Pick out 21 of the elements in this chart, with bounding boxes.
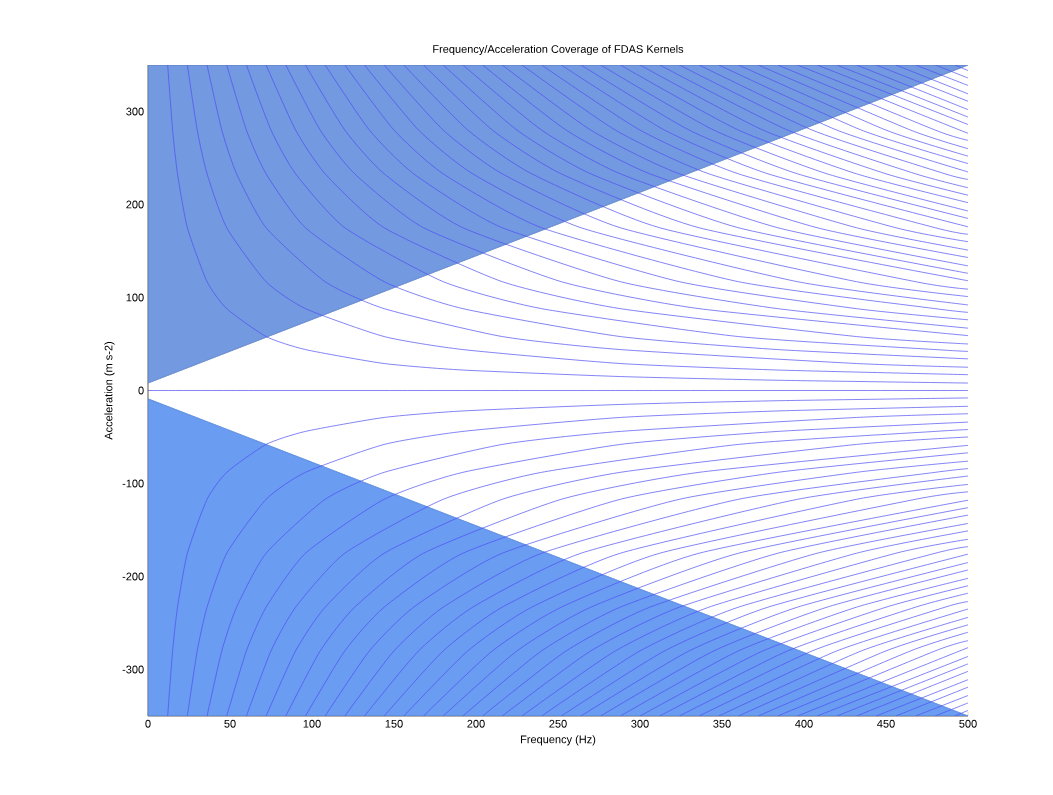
x-tick-label: 0 bbox=[145, 719, 151, 728]
x-tick-label: 250 bbox=[549, 719, 567, 728]
chart-title: Frequency/Acceleration Coverage of FDAS Kernels bbox=[433, 44, 684, 56]
x-tick-label: 50 bbox=[224, 719, 236, 728]
x-tick-label: 200 bbox=[467, 719, 485, 728]
x-axis-title: Frequency (Hz) bbox=[521, 735, 596, 746]
x-tick-label: 400 bbox=[795, 719, 813, 728]
y-tick-label: 300 bbox=[126, 107, 144, 116]
y-tick-label: -200 bbox=[122, 572, 144, 581]
x-tick-label: 350 bbox=[713, 719, 731, 728]
x-tick-label: 150 bbox=[385, 719, 403, 728]
y-tick-label: 100 bbox=[126, 293, 144, 302]
y-tick-label: -100 bbox=[122, 479, 144, 488]
y-tick-label: 200 bbox=[126, 200, 144, 209]
x-tick-label: 300 bbox=[631, 719, 649, 728]
x-tick-label: 100 bbox=[303, 719, 321, 728]
y-tick-label: -300 bbox=[122, 665, 144, 674]
x-tick-label: 500 bbox=[959, 719, 977, 728]
y-axis-title: Acceleration (m s-2) bbox=[104, 341, 115, 440]
y-tick-label: 0 bbox=[138, 386, 144, 395]
x-tick-label: 450 bbox=[877, 719, 895, 728]
